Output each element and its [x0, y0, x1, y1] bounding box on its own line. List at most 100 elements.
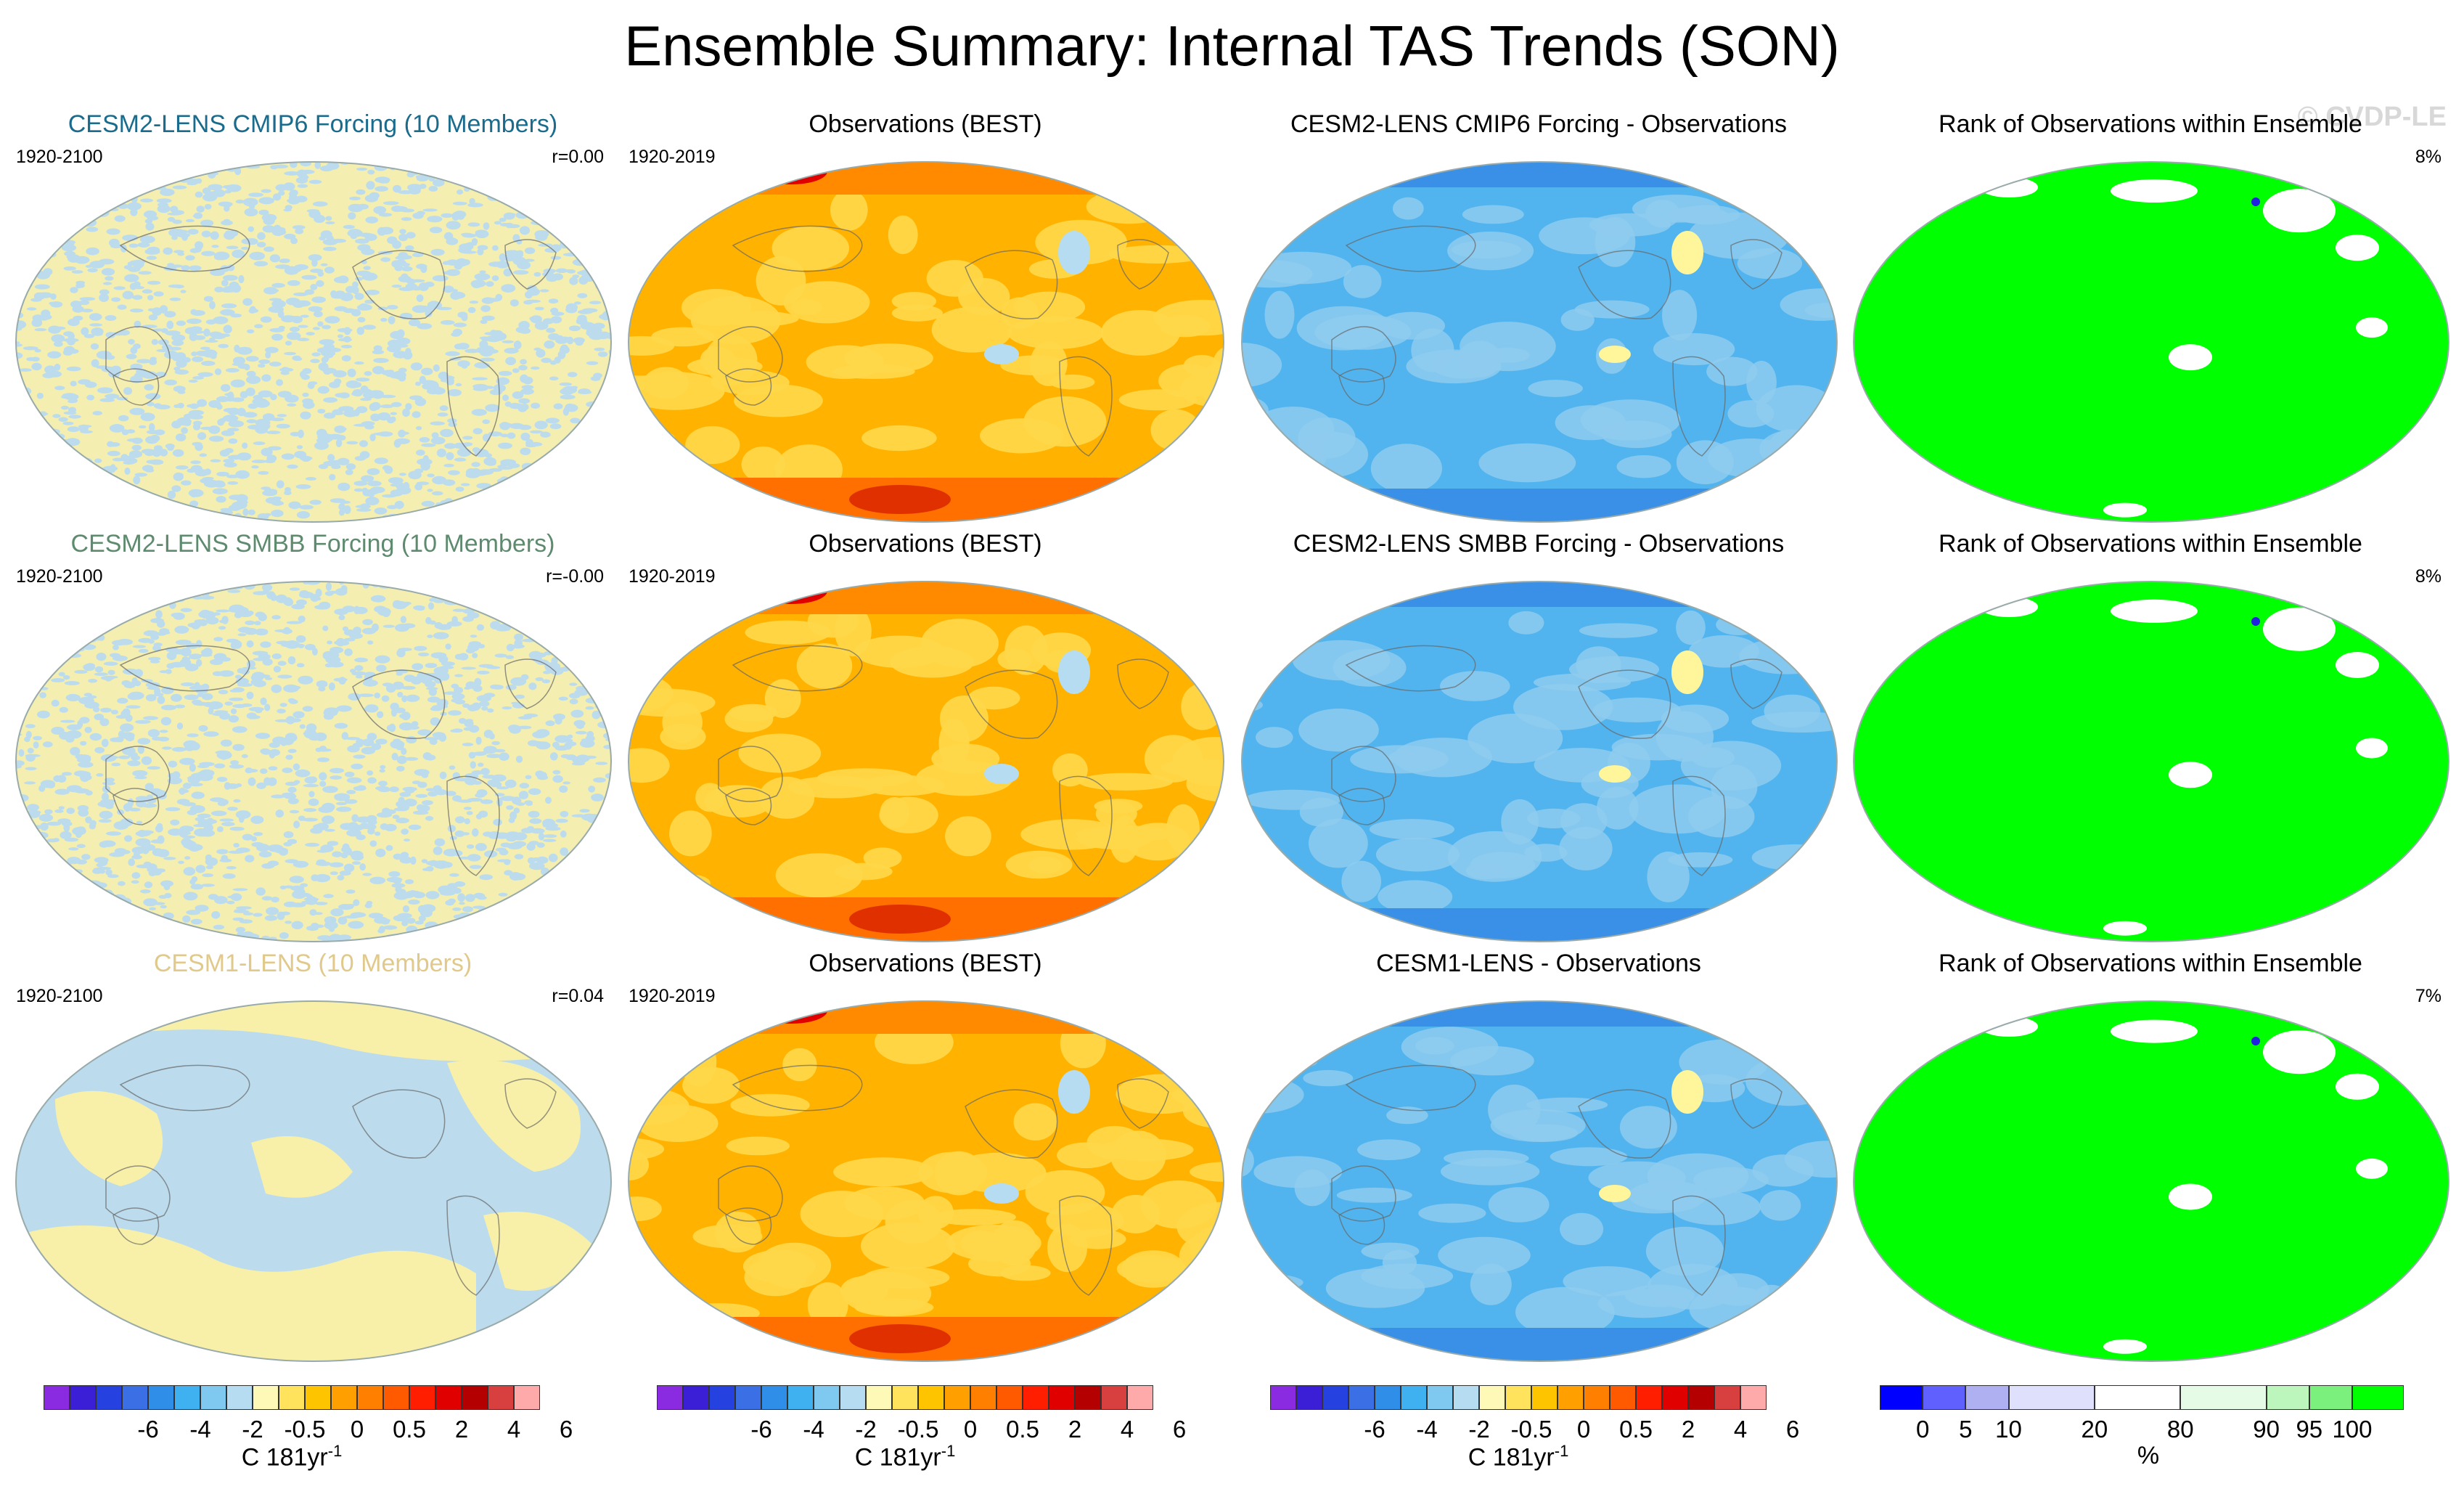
colorbar-swatch [331, 1385, 357, 1410]
colorbar-swatch [514, 1385, 540, 1410]
colorbar-tick: 0 [1576, 1416, 1591, 1443]
colorbar-swatch [305, 1385, 331, 1410]
colorbar-tick: 5 [1959, 1416, 1973, 1443]
colorbar-tick: 4 [507, 1416, 521, 1443]
pattern-correlation: r=0.04 [552, 986, 604, 1006]
colorbar-swatch [892, 1385, 918, 1410]
colorbar-tick: 4 [1733, 1416, 1748, 1443]
colorbar-tick: 20 [2081, 1416, 2108, 1443]
colorbar-tick: 10 [1995, 1416, 2022, 1443]
panel-rank-row3: Rank of Observations within Ensemble 7% [1843, 948, 2457, 1369]
panel-title: CESM2-LENS CMIP6 Forcing - Observations [1290, 110, 1787, 138]
watermark: © CVDP-LE [2297, 102, 2447, 132]
colorbar-swatch [174, 1385, 200, 1410]
colorbar-tick: 2 [454, 1416, 469, 1443]
colorbar-rank: 0 5 10 20 80 90 95 100% [1880, 1385, 2424, 1469]
colorbar-swatch [122, 1385, 148, 1410]
colorbar-tick: 0 [1915, 1416, 1930, 1443]
colorbar-units: C 181yr-1 [1468, 1442, 1569, 1472]
panel-diff-row1: CESM2-LENS CMIP6 Forcing - Observations [1232, 109, 1846, 530]
rank-percent: 8% [2415, 147, 2442, 167]
colorbar-units: % [2137, 1442, 2160, 1469]
colorbar-tick: 6 [1785, 1416, 1800, 1443]
colorbar-tick: 0.5 [1006, 1416, 1039, 1443]
rank-percent: 7% [2415, 986, 2442, 1006]
period-label: 1920-2100 [16, 147, 103, 167]
panel-title: Observations (BEST) [809, 110, 1042, 138]
panel-rank-row2: Rank of Observations within Ensemble 8% [1843, 529, 2457, 950]
colorbar-swatch [735, 1385, 761, 1410]
colorbar-swatch [1965, 1385, 2009, 1410]
colorbar-tick: 0 [963, 1416, 978, 1443]
colorbar-swatch [253, 1385, 279, 1410]
colorbar-swatch [918, 1385, 944, 1410]
colorbar-swatch [1427, 1385, 1453, 1410]
colorbar-swatch [383, 1385, 409, 1410]
panel-ensemble-row2: CESM2-LENS SMBB Forcing (10 Members) 1920… [6, 529, 620, 950]
colorbar-swatch [1049, 1385, 1075, 1410]
colorbar-swatch [1348, 1385, 1375, 1410]
colorbar-units: C 181yr-1 [241, 1442, 343, 1472]
colorbar-tick: -6 [750, 1416, 772, 1443]
colorbar-swatch [1584, 1385, 1610, 1410]
colorbar-swatch [1531, 1385, 1558, 1410]
colorbar-swatch [2352, 1385, 2404, 1410]
panel-title: Rank of Observations within Ensemble [1939, 950, 2362, 977]
map-diff [1241, 1000, 1838, 1362]
panel-rank-row1: Rank of Observations within Ensemble 8% [1843, 109, 2457, 530]
colorbar-swatch [1688, 1385, 1714, 1410]
map-rank [1853, 1000, 2449, 1362]
colorbar-swatch [96, 1385, 122, 1410]
colorbar-swatch [1558, 1385, 1584, 1410]
colorbar-tick: -6 [1364, 1416, 1386, 1443]
colorbar-tick: 6 [559, 1416, 573, 1443]
period-label: 1920-2019 [629, 566, 716, 587]
map-rank [1853, 581, 2449, 942]
map-ensemble [15, 161, 612, 523]
colorbar-ticks: 0 5 10 20 80 90 95 100 [1880, 1416, 2424, 1445]
colorbar-swatch [1101, 1385, 1127, 1410]
map-obs [628, 161, 1224, 523]
colorbar-swatch [44, 1385, 70, 1410]
colorbar-tick: -2 [1468, 1416, 1490, 1443]
colorbar-swatches [1880, 1385, 2404, 1410]
colorbar-tick: 80 [2166, 1416, 2194, 1443]
colorbar-swatch [2266, 1385, 2309, 1410]
period-label: 1920-2100 [16, 566, 103, 587]
colorbar-swatch [1714, 1385, 1740, 1410]
colorbar-units: C 181yr-1 [854, 1442, 956, 1472]
colorbar-swatch [1479, 1385, 1505, 1410]
colorbar-tick: -4 [189, 1416, 211, 1443]
period-label: 1920-2019 [629, 147, 716, 167]
colorbar-tick: -0.5 [1510, 1416, 1552, 1443]
period-label: 1920-2019 [629, 986, 716, 1006]
panel-obs-row1: Observations (BEST) 1920-2019 [618, 109, 1232, 530]
colorbar-swatch [1023, 1385, 1049, 1410]
colorbar-swatch [1270, 1385, 1296, 1410]
figure-title: Ensemble Summary: Internal TAS Trends (S… [624, 14, 1840, 78]
colorbar-tick: -0.5 [284, 1416, 326, 1443]
map-obs [628, 581, 1224, 942]
colorbar-swatch [1636, 1385, 1662, 1410]
colorbar-swatches [657, 1385, 1153, 1410]
colorbar-swatch [435, 1385, 462, 1410]
colorbar-swatch [279, 1385, 305, 1410]
map-obs [628, 1000, 1224, 1362]
colorbar-swatch [944, 1385, 970, 1410]
colorbar-swatch [1296, 1385, 1322, 1410]
colorbar-tick: -4 [1416, 1416, 1438, 1443]
colorbar-tick: 90 [2253, 1416, 2280, 1443]
panel-diff-row2: CESM2-LENS SMBB Forcing - Observations [1232, 529, 1846, 950]
colorbar-tick: 6 [1172, 1416, 1187, 1443]
colorbar-swatch [1322, 1385, 1348, 1410]
colorbar-swatch [1610, 1385, 1636, 1410]
map-rank [1853, 161, 2449, 523]
colorbar-swatch [409, 1385, 435, 1410]
colorbar-tick: -6 [137, 1416, 159, 1443]
colorbar-ticks: -6 -4 -2 -0.5 0 0.5 2 4 6 [44, 1416, 588, 1445]
panel-title: CESM2-LENS SMBB Forcing (10 Members) [70, 530, 555, 558]
panel-obs-row2: Observations (BEST) 1920-2019 [618, 529, 1232, 950]
colorbar-swatch [2309, 1385, 2352, 1410]
panel-diff-row3: CESM1-LENS - Observations [1232, 948, 1846, 1369]
pattern-correlation: r=0.00 [552, 147, 604, 167]
